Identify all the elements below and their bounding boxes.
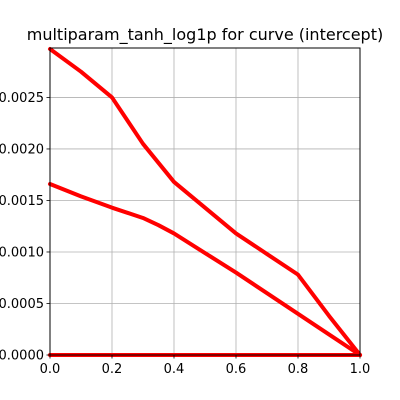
y-axis: 0.0000 0.0005 0.0010 0.0015 0.0020 0.0025 [0, 91, 50, 364]
x-tick-label: 0.6 [226, 362, 247, 377]
y-tick-label: 0.0000 [0, 349, 44, 364]
series-group [48, 47, 362, 357]
y-tick-label: 0.0025 [0, 91, 44, 106]
y-tick-label: 0.0015 [0, 194, 44, 209]
series-line-2 [48, 181, 362, 357]
x-tick-label: 1.0 [350, 362, 371, 377]
y-tick-label: 0.0010 [0, 245, 44, 260]
x-tick-label: 0.0 [40, 362, 61, 377]
series-line-1 [48, 47, 362, 357]
y-tick-label: 0.0005 [0, 297, 44, 312]
x-tick-label: 0.4 [164, 362, 185, 377]
plot-frame [49, 47, 361, 356]
x-tick-label: 0.8 [288, 362, 309, 377]
x-tick-label: 0.2 [102, 362, 123, 377]
x-axis: 0.0 0.2 0.4 0.6 0.8 1.0 [40, 355, 371, 377]
y-tick-label: 0.0020 [0, 142, 44, 157]
chart-title: multiparam_tanh_log1p for curve (interce… [27, 25, 383, 45]
